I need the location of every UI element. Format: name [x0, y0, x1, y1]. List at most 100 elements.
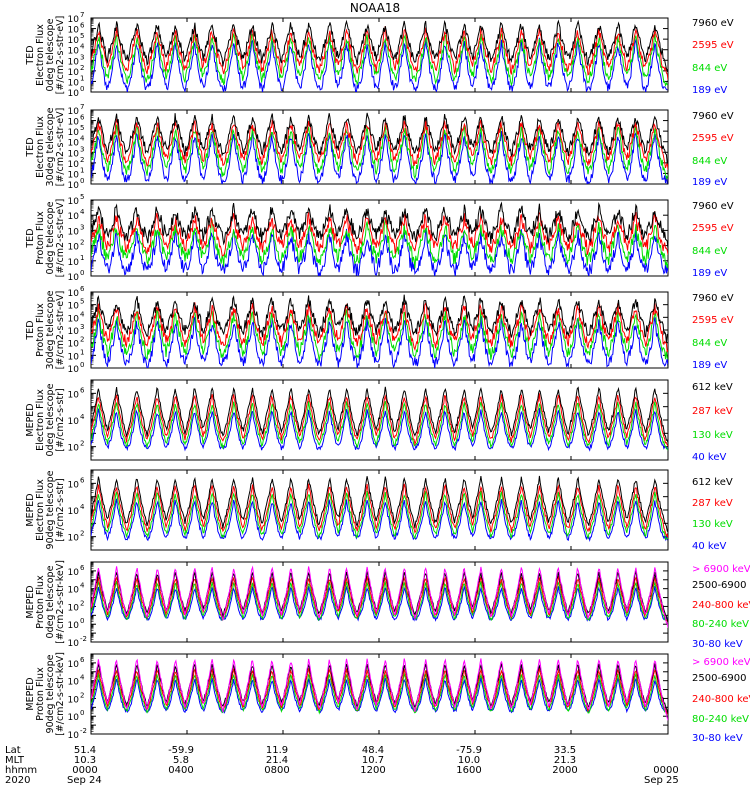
y-tick-exponent: 3 [80, 323, 84, 331]
y-tick-label: 10 [68, 107, 80, 117]
y-tick-label: 10 [68, 695, 80, 705]
series-trace [91, 112, 668, 165]
y-axis-label-line: Electron Flux [35, 116, 46, 178]
y-tick-exponent: 2 [80, 691, 84, 699]
y-axis-label-line: Electron Flux [35, 389, 46, 451]
y-tick-label: 10 [68, 314, 80, 324]
y-axis-label-line: MEPED [25, 677, 36, 710]
series-trace [91, 294, 668, 343]
y-tick-exponent: 4 [80, 310, 85, 318]
y-tick-exponent: 4 [80, 503, 85, 511]
y-tick-exponent: 6 [80, 656, 85, 664]
legend-label: 40 keV [692, 541, 726, 552]
legend-label: 2500-6900 [692, 580, 747, 591]
y-tick-exponent: 0 [80, 361, 84, 369]
x-tick-label-mlt: 5.8 [173, 755, 189, 766]
y-tick-exponent: 5 [80, 32, 84, 40]
y-tick-exponent: 2 [80, 239, 84, 247]
series-trace [91, 124, 668, 180]
y-tick-exponent: 2 [80, 156, 84, 164]
y-tick-exponent: 3 [80, 53, 84, 61]
y-axis-label-line: 30deg telescope [45, 107, 56, 186]
y-axis-label-line: [#/cm2-s-str] [55, 478, 66, 541]
y-tick-exponent: 2 [80, 530, 84, 538]
legend-label: 189 eV [692, 268, 727, 279]
series-trace [91, 498, 668, 542]
y-tick-label: 10 [68, 57, 80, 67]
y-tick-label: 10 [68, 15, 80, 25]
y-tick-label: 10 [68, 480, 80, 490]
y-tick-exponent: -2 [80, 635, 87, 643]
chart-title: NOAA18 [349, 1, 401, 15]
y-tick-exponent: 4 [80, 413, 85, 421]
y-tick-label: 10 [68, 713, 80, 723]
legend-label: 7960 eV [692, 18, 734, 29]
x-tick-label-lat: 33.5 [554, 745, 576, 756]
y-axis-label-line: MEPED [25, 585, 36, 618]
y-tick-exponent: -2 [80, 727, 87, 735]
legend-label: 30-80 keV [692, 639, 743, 650]
y-axis-label-line: TED [25, 320, 36, 340]
y-tick-exponent: 1 [80, 348, 84, 356]
y-tick-label: 10 [68, 327, 80, 337]
series-trace [91, 315, 668, 368]
legend-label: 80-240 keV [692, 619, 749, 630]
y-axis-label-line: [#/cm2-s-str] [55, 388, 66, 451]
y-axis-label-line: Proton Flux [35, 575, 46, 629]
y-axis-label-line: 30deg telescope [45, 290, 56, 369]
y-tick-exponent: 1 [80, 254, 84, 262]
series-trace [91, 37, 668, 92]
y-tick-label: 10 [68, 340, 80, 350]
y-tick-label: 10 [68, 36, 80, 46]
legend-label: 40 keV [692, 452, 726, 463]
x-tick-label-lat: -59.9 [168, 745, 194, 756]
y-tick-exponent: 7 [80, 103, 84, 111]
y-tick-exponent: 6 [80, 564, 85, 572]
series-trace [91, 117, 668, 170]
legend-label: 612 keV [692, 477, 733, 488]
y-tick-label: 10 [68, 731, 80, 741]
y-tick-label: 10 [68, 118, 80, 128]
legend-label: 189 eV [692, 85, 727, 96]
legend-label: 7960 eV [692, 111, 734, 122]
y-axis-label-line: 90deg telescope [45, 654, 56, 733]
y-axis-label-line: Electron Flux [35, 24, 46, 86]
x-tick-label-mlt: 10.3 [74, 755, 96, 766]
legend-label: 80-240 keV [692, 714, 749, 725]
y-axis-label-line: 0deg telescope [45, 18, 56, 91]
legend-label: 240-800 keV [692, 600, 750, 611]
x-tick-label-hhmm: 1600 [456, 765, 481, 776]
y-tick-exponent: 6 [80, 22, 85, 30]
series-trace [91, 393, 668, 447]
x-row-label: 2020 [5, 775, 30, 786]
y-tick-label: 10 [68, 243, 80, 253]
x-tick-label-lat: 51.4 [74, 745, 96, 756]
y-axis-label-line: Proton Flux [35, 667, 46, 721]
x-tick-label-date: Sep 25 [644, 775, 679, 786]
y-tick-label: 10 [68, 139, 80, 149]
y-axis-label-line: [#/cm2-s-str-eV] [55, 16, 66, 95]
x-row-label: Lat [5, 745, 21, 756]
y-axis-label-line: MEPED [25, 403, 36, 436]
y-tick-exponent: 4 [80, 582, 85, 590]
legend-label: 2595 eV [692, 315, 734, 326]
y-tick-label: 10 [68, 302, 80, 312]
y-tick-label: 10 [68, 603, 80, 613]
legend-label: 844 eV [692, 156, 727, 167]
series-trace [91, 386, 668, 443]
y-axis-label-line: TED [25, 228, 36, 248]
y-tick-exponent: 5 [80, 298, 84, 306]
legend-label: 130 keV [692, 430, 733, 441]
legend-label: 7960 eV [692, 201, 734, 212]
legend-label: 287 keV [692, 406, 733, 417]
y-tick-label: 10 [68, 181, 80, 191]
y-axis-label-line: TED [25, 137, 36, 157]
series-trace [91, 130, 668, 184]
series-trace [91, 308, 668, 361]
x-tick-label-mlt: 10.0 [458, 755, 480, 766]
